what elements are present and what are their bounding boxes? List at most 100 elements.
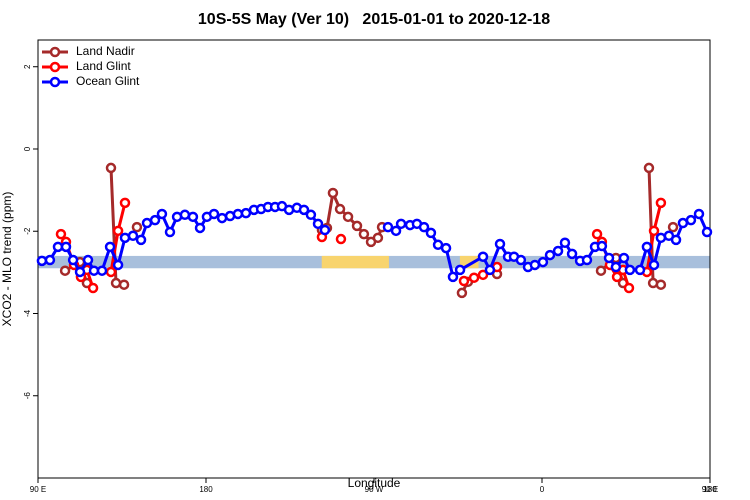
y-tick-label: -4 bbox=[23, 309, 32, 317]
data-point bbox=[390, 225, 402, 237]
data-point bbox=[603, 252, 615, 264]
data-point bbox=[559, 237, 571, 249]
data-point bbox=[194, 222, 206, 234]
data-point bbox=[208, 208, 220, 220]
data-point bbox=[477, 251, 489, 262]
y-tick-label: 0 bbox=[23, 146, 32, 151]
data-point bbox=[693, 208, 705, 220]
legend-label: Ocean Glint bbox=[76, 74, 140, 88]
data-point bbox=[327, 187, 339, 199]
x-tick-label: 90 E bbox=[30, 485, 46, 494]
data-point bbox=[618, 252, 630, 264]
data-point bbox=[36, 255, 48, 267]
data-point bbox=[112, 259, 124, 271]
data-point bbox=[440, 242, 452, 254]
data-point bbox=[655, 232, 667, 244]
legend-marker bbox=[49, 61, 61, 73]
data-point bbox=[216, 212, 228, 224]
data-point bbox=[468, 272, 480, 283]
data-point bbox=[104, 241, 116, 253]
legend-label: Land Nadir bbox=[76, 44, 135, 58]
legend-label: Land Glint bbox=[76, 59, 131, 73]
legend-marker bbox=[49, 76, 61, 88]
data-point bbox=[105, 266, 117, 278]
y-tick-label: -2 bbox=[23, 227, 32, 235]
data-point bbox=[164, 226, 176, 238]
data-point bbox=[105, 162, 117, 174]
data-point bbox=[425, 227, 437, 239]
data-point bbox=[382, 221, 394, 233]
data-point bbox=[87, 282, 99, 294]
data-point bbox=[655, 279, 667, 290]
y-tick-label: 2 bbox=[23, 64, 32, 69]
data-point bbox=[82, 254, 94, 266]
data-point bbox=[60, 241, 72, 253]
data-point bbox=[59, 265, 71, 276]
data-point bbox=[477, 269, 489, 281]
data-point bbox=[611, 271, 623, 283]
data-point bbox=[372, 232, 384, 244]
data-point bbox=[643, 162, 655, 174]
data-point bbox=[358, 228, 370, 240]
data-point bbox=[447, 271, 459, 283]
land-band bbox=[321, 255, 389, 269]
data-point bbox=[149, 214, 161, 226]
data-point bbox=[591, 228, 603, 240]
y-tick-label: -6 bbox=[23, 392, 32, 400]
data-point bbox=[395, 218, 407, 230]
data-point bbox=[566, 248, 578, 260]
data-point bbox=[667, 221, 679, 233]
data-point bbox=[135, 234, 147, 246]
data-point bbox=[96, 265, 108, 276]
data-point bbox=[456, 287, 468, 299]
y-axis-title: XCO2 - MLO trend (ppm) bbox=[0, 192, 14, 327]
series-line bbox=[65, 168, 673, 293]
data-point bbox=[305, 209, 317, 221]
data-point bbox=[655, 197, 667, 209]
data-point bbox=[494, 238, 506, 250]
data-point bbox=[55, 228, 67, 240]
data-point bbox=[342, 211, 354, 223]
data-point bbox=[596, 240, 608, 252]
data-point bbox=[119, 232, 131, 244]
data-point bbox=[110, 277, 122, 289]
data-point bbox=[581, 254, 593, 266]
series-line bbox=[59, 202, 663, 289]
data-point bbox=[179, 209, 191, 221]
data-point bbox=[454, 264, 466, 276]
data-point bbox=[187, 211, 199, 223]
data-point bbox=[156, 208, 168, 220]
data-point bbox=[127, 230, 139, 242]
data-point bbox=[537, 256, 549, 268]
data-point bbox=[670, 234, 682, 246]
data-point bbox=[701, 226, 713, 238]
data-point bbox=[118, 279, 130, 290]
x-tick-label: 0 bbox=[540, 485, 545, 494]
data-point bbox=[74, 266, 86, 278]
data-point bbox=[334, 203, 346, 215]
data-point bbox=[624, 264, 636, 276]
data-point bbox=[648, 259, 660, 271]
data-point bbox=[351, 220, 363, 232]
data-point bbox=[44, 254, 56, 266]
data-point bbox=[544, 249, 556, 261]
data-point bbox=[232, 208, 244, 220]
data-point bbox=[335, 233, 347, 245]
data-point bbox=[595, 265, 607, 276]
data-point bbox=[319, 224, 331, 236]
x-tick-label: 180 bbox=[703, 485, 717, 494]
data-point bbox=[67, 254, 79, 266]
x-axis-title: Longitude bbox=[348, 476, 401, 490]
land-band bbox=[459, 255, 479, 269]
data-point bbox=[610, 261, 622, 273]
data-point bbox=[552, 245, 564, 257]
data-point bbox=[312, 218, 324, 230]
data-point bbox=[112, 225, 124, 237]
data-point bbox=[458, 275, 470, 287]
data-point bbox=[484, 264, 496, 276]
x-tick-label: 90 W bbox=[365, 485, 384, 494]
data-point bbox=[119, 197, 131, 209]
x-tick-label: 90 E bbox=[702, 485, 718, 494]
data-point bbox=[641, 241, 653, 253]
